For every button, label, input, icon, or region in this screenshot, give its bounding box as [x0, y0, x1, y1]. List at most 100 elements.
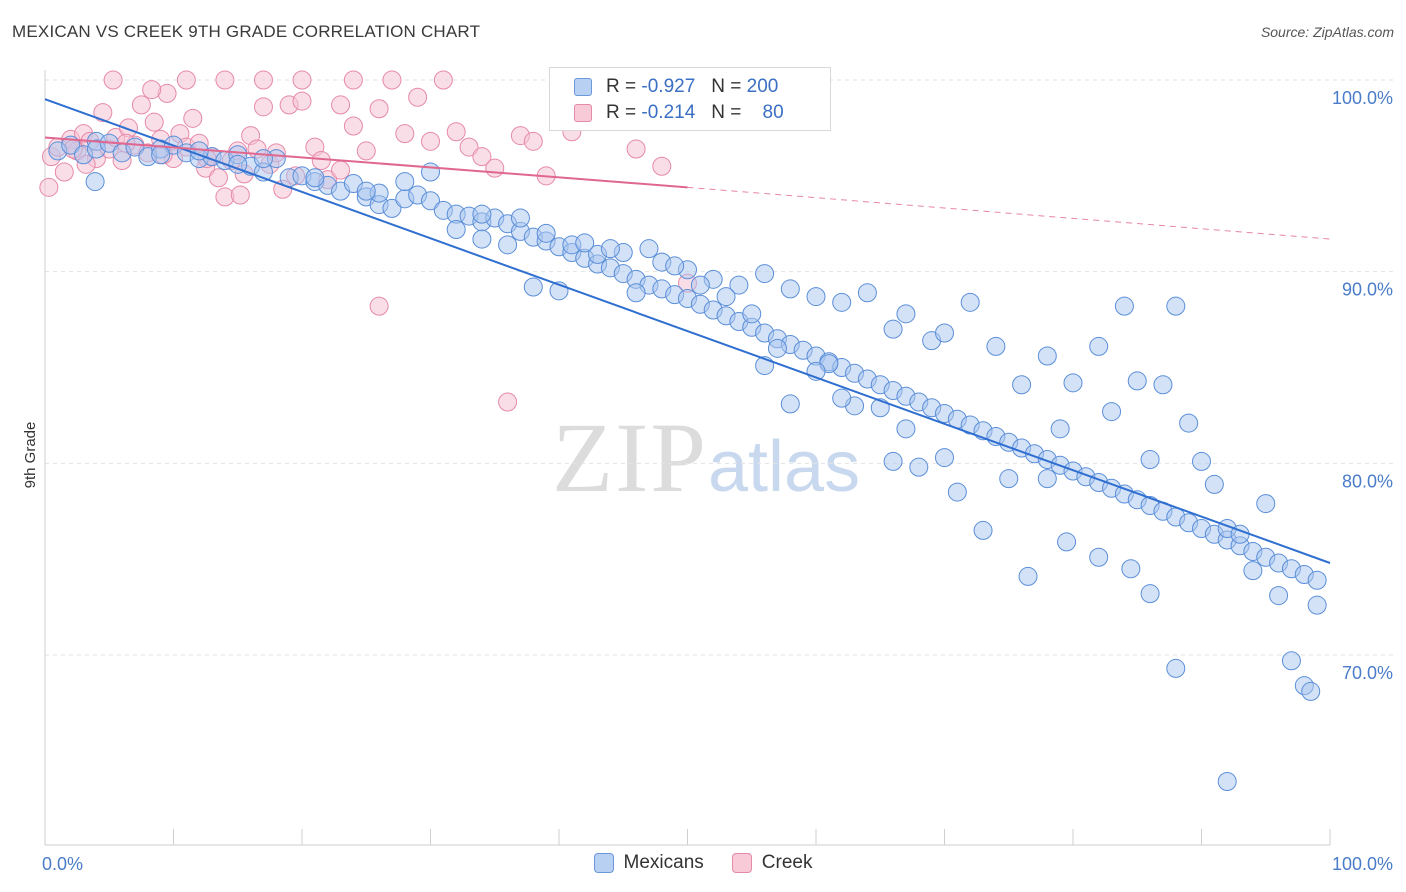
chart-title: MEXICAN VS CREEK 9TH GRADE CORRELATION C…: [12, 22, 481, 41]
creek-point: [498, 392, 518, 412]
mexicans-point: [421, 162, 440, 182]
mexicans-point: [575, 233, 595, 253]
mexicans-point: [742, 304, 762, 324]
mexicans-point: [755, 264, 775, 284]
mexicans-point: [472, 204, 492, 224]
mexicans-point: [1063, 373, 1083, 393]
mexicans-point: [1140, 450, 1160, 469]
mexicans-point: [1057, 532, 1077, 552]
creek-point: [176, 70, 196, 90]
legend-item-mexicans: Mexicans: [593, 852, 704, 874]
mexicans-point: [498, 235, 518, 255]
mexicans-point: [832, 388, 852, 408]
y-tick-label: 100.0%: [1332, 88, 1393, 108]
creek-point: [183, 108, 203, 128]
creek-point: [369, 99, 389, 119]
mexicans-point: [665, 256, 685, 276]
legend-label-mexicans: Mexicans: [623, 852, 704, 873]
mexicans-point: [1256, 494, 1276, 514]
mexicans-point: [1166, 296, 1186, 316]
creek-point: [230, 185, 250, 205]
legend-r-value-creek: -0.214: [641, 102, 696, 123]
axis-labels: 100.0% 90.0% 80.0% 70.0% 0.0% 100.0% 9th Grade: [22, 88, 1393, 874]
creek-point: [356, 141, 376, 161]
mexicans-point: [729, 275, 749, 295]
creek-point: [331, 95, 351, 115]
creek-point: [523, 131, 543, 151]
creek-trend-line-extension: [687, 186, 1331, 240]
mexicans-point: [1179, 413, 1199, 433]
creek-point: [433, 70, 453, 90]
mexicans-point: [1127, 371, 1147, 391]
legend-label-creek: Creek: [761, 852, 813, 873]
mexicans-point: [472, 229, 492, 249]
legend-swatch-mexicans: [593, 853, 614, 873]
creek-point: [292, 91, 312, 111]
creek-point: [103, 70, 123, 90]
mexicans-point: [690, 275, 710, 295]
source-label: Source: ZipAtlas.com: [1260, 24, 1394, 40]
mexicans-point: [421, 191, 440, 211]
creek-point: [93, 103, 113, 123]
creek-point: [253, 70, 273, 90]
mexicans-point: [806, 287, 826, 307]
watermark: ZIPatlas: [552, 400, 860, 515]
mexicans-point: [780, 279, 800, 299]
mexicans-point: [600, 239, 620, 259]
legend-swatch-creek: [731, 853, 752, 873]
mexicans-point: [125, 137, 145, 157]
mexicans-point: [305, 168, 325, 188]
legend-swatch-mexicans: [574, 78, 592, 96]
mexicans-point: [356, 181, 376, 201]
mexicans-point: [1281, 651, 1301, 671]
mexicans-points: [48, 131, 1327, 791]
y-tick-label: 70.0%: [1342, 663, 1393, 683]
mexicans-point: [1243, 561, 1263, 581]
mexicans-point: [523, 277, 543, 297]
creek-point: [382, 70, 402, 90]
mexicans-point: [1140, 584, 1160, 604]
legend-row-creek: R = -0.214 N = 80: [574, 101, 784, 125]
mexicans-point: [883, 451, 903, 471]
mexicans-point: [1204, 474, 1224, 494]
mexicans-point: [767, 338, 787, 358]
mexicans-point: [536, 223, 556, 243]
mexicans-point: [626, 283, 646, 303]
mexicans-point: [228, 154, 248, 174]
y-axis-label: 9th Grade: [22, 422, 39, 489]
creek-point: [208, 168, 228, 188]
mexicans-point: [1301, 681, 1321, 701]
creek-point: [39, 177, 59, 197]
creek-point: [54, 162, 74, 182]
mexicans-point: [973, 520, 993, 540]
creek-point: [331, 160, 351, 180]
creek-point: [311, 151, 331, 170]
mexicans-point: [85, 172, 105, 192]
mexicans-point: [999, 469, 1019, 489]
mexicans-point: [1307, 595, 1327, 615]
mexicans-point: [1121, 559, 1141, 579]
mexicans-trend-line: [44, 98, 1331, 564]
mexicans-point: [716, 287, 736, 307]
mexicans-point: [1269, 586, 1289, 606]
mexicans-point: [1166, 658, 1186, 678]
series-legend: Mexicans Creek: [0, 852, 1406, 874]
creek-point: [459, 137, 479, 157]
x-tick-label: 100.0%: [1332, 854, 1393, 874]
creek-point: [142, 80, 162, 100]
creek-trend-line: [44, 136, 688, 189]
trend-lines: [44, 98, 1331, 564]
legend-n-label: N =: [711, 102, 742, 123]
creek-point: [472, 147, 492, 167]
x-tick-label: 0.0%: [42, 854, 83, 874]
mexicans-point: [446, 220, 466, 239]
legend-r-value-mexicans: -0.927: [641, 76, 696, 97]
mexicans-point: [1018, 566, 1038, 586]
mexicans-point: [947, 482, 967, 502]
creek-point: [395, 124, 415, 144]
mexicans-point: [1050, 419, 1070, 439]
mexicans-point: [1192, 451, 1211, 471]
mexicans-point: [1012, 375, 1032, 395]
mexicans-point: [780, 394, 800, 414]
